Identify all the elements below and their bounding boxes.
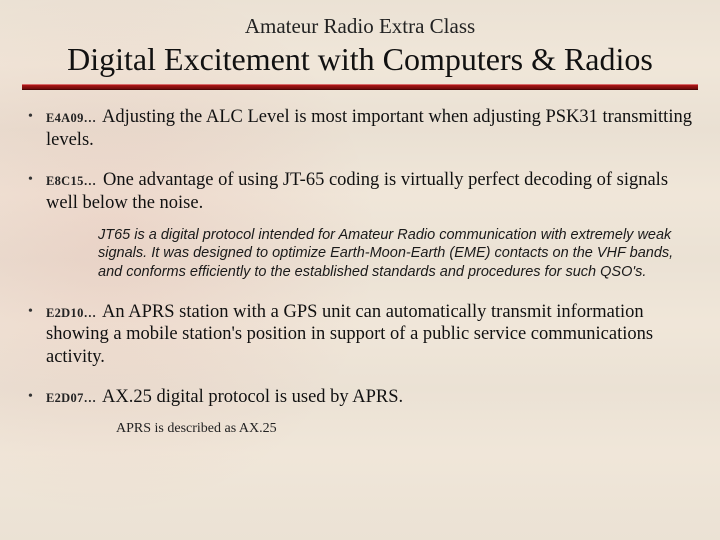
content-area: • E4A09… Adjusting the ALC Level is most…	[0, 90, 720, 437]
bullet-marker-icon: •	[28, 301, 46, 323]
bullet-item: • E8C15… One advantage of using JT-65 co…	[28, 169, 692, 214]
bullet-marker-icon: •	[28, 386, 46, 408]
bullet-marker-icon: •	[28, 169, 46, 191]
bullet-text: AX.25 digital protocol is used by APRS.	[102, 387, 403, 407]
page-title: Digital Excitement with Computers & Radi…	[0, 41, 720, 78]
supertitle: Amateur Radio Extra Class	[0, 14, 720, 39]
bullet-body: E4A09… Adjusting the ALC Level is most i…	[46, 106, 692, 151]
question-code: E2D10…	[46, 306, 96, 320]
bullet-text: One advantage of using JT-65 coding is v…	[46, 170, 668, 213]
question-code: E2D07…	[46, 391, 96, 405]
bullet-text: An APRS station with a GPS unit can auto…	[46, 302, 653, 367]
note-aprs: APRS is described as AX.25	[116, 421, 692, 437]
bullet-item: • E4A09… Adjusting the ALC Level is most…	[28, 106, 692, 151]
bullet-item: • E2D10… An APRS station with a GPS unit…	[28, 301, 692, 369]
bullet-marker-icon: •	[28, 106, 46, 128]
note-jt65: JT65 is a digital protocol intended for …	[98, 226, 698, 280]
bullet-body: E2D10… An APRS station with a GPS unit c…	[46, 301, 692, 369]
bullet-text: Adjusting the ALC Level is most importan…	[46, 107, 692, 150]
bullet-item: • E2D07… AX.25 digital protocol is used …	[28, 386, 692, 409]
bullet-body: E2D07… AX.25 digital protocol is used by…	[46, 386, 692, 409]
question-code: E4A09…	[46, 111, 96, 125]
title-area: Amateur Radio Extra Class Digital Excite…	[0, 0, 720, 90]
bullet-body: E8C15… One advantage of using JT-65 codi…	[46, 169, 692, 214]
question-code: E8C15…	[46, 174, 96, 188]
